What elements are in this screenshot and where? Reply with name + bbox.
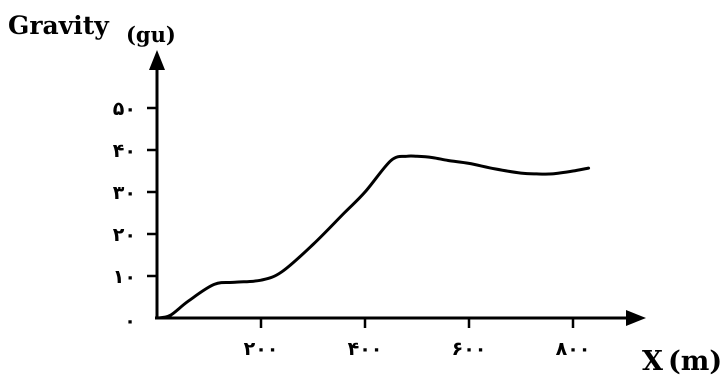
y-tick-label: ۲۰ — [113, 224, 136, 246]
x-tick-label: ۸۰۰ — [556, 338, 591, 360]
gravity-line — [155, 154, 591, 320]
x-axis-label: X — [642, 346, 663, 377]
y-axis-arrowhead — [149, 50, 165, 70]
x-axis-unit: (m) — [668, 346, 722, 377]
y-tick-label: ۰ — [124, 310, 136, 332]
axes — [149, 50, 646, 326]
x-tick-label: ۲۰۰ — [244, 338, 279, 360]
ticks: ۲۰۰ ۴۰۰ ۶۰۰ ۸۰۰ ۰ ۱۰ ۲۰ ۳۰ ۴۰ ۵۰ — [113, 98, 591, 360]
x-tick-label: ۶۰۰ — [452, 338, 487, 360]
y-tick-label: ۱۰ — [113, 266, 136, 288]
y-tick-label: ۳۰ — [113, 182, 136, 204]
y-tick-label: ۴۰ — [113, 140, 136, 162]
x-tick-label: ۴۰۰ — [348, 338, 383, 360]
y-tick-label: ۵۰ — [113, 98, 136, 120]
y-axis-label: Gravity — [8, 11, 110, 40]
y-axis-unit: (gu) — [126, 22, 176, 47]
x-axis-arrowhead — [626, 310, 646, 326]
